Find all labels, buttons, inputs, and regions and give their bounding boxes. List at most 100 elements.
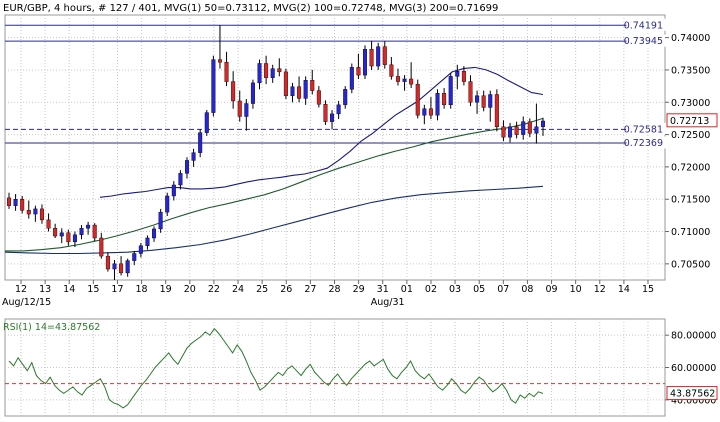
candle-body bbox=[6, 197, 11, 206]
header-period: 4 hours bbox=[54, 3, 92, 14]
candle-body bbox=[290, 86, 295, 96]
candle bbox=[494, 89, 499, 132]
candle-body bbox=[461, 71, 466, 82]
candle bbox=[455, 64, 460, 90]
candle-body bbox=[310, 80, 315, 91]
candle-body bbox=[46, 219, 51, 229]
candle bbox=[270, 64, 275, 83]
candle bbox=[409, 62, 414, 89]
time-tick-label: 26 bbox=[280, 284, 292, 295]
candle bbox=[534, 103, 539, 144]
candle bbox=[376, 42, 381, 70]
time-tick-label: 01 bbox=[401, 284, 413, 295]
time-tick-label: 08 bbox=[521, 284, 533, 295]
candle-body bbox=[171, 184, 176, 197]
rsi-last-box bbox=[666, 386, 718, 401]
candle bbox=[277, 58, 282, 77]
time-tick-label: 05 bbox=[473, 284, 485, 295]
candle-body bbox=[26, 209, 31, 215]
candle-body bbox=[204, 112, 209, 133]
candle bbox=[330, 110, 335, 130]
time-tick-label: 12 bbox=[594, 284, 606, 295]
candle-body bbox=[349, 67, 354, 90]
candle-body bbox=[422, 108, 427, 116]
candle bbox=[323, 100, 328, 125]
candle-body bbox=[508, 126, 513, 138]
time-tick-label: 18 bbox=[136, 284, 148, 295]
candle bbox=[508, 122, 513, 143]
candle bbox=[415, 79, 420, 119]
level-label: 0.72581 bbox=[624, 124, 663, 135]
candle-body bbox=[514, 126, 519, 135]
header-bars: # 127 / 401 bbox=[98, 3, 157, 14]
candle-body bbox=[297, 86, 302, 99]
candle bbox=[541, 117, 546, 136]
candle bbox=[422, 104, 427, 125]
ma-line bbox=[4, 185, 544, 255]
candle-body bbox=[382, 46, 387, 65]
candle bbox=[290, 82, 295, 103]
candle-body bbox=[39, 208, 44, 221]
candle-body bbox=[145, 237, 150, 246]
candle bbox=[72, 231, 77, 248]
time-tick-label: 02 bbox=[425, 284, 437, 295]
time-tick-label: 14 bbox=[63, 284, 75, 295]
candle bbox=[250, 79, 255, 109]
candle-body bbox=[389, 64, 394, 77]
candle bbox=[237, 90, 242, 122]
candle-body bbox=[33, 208, 38, 215]
candle-body bbox=[283, 71, 288, 96]
candle bbox=[402, 75, 407, 91]
candle-body bbox=[541, 120, 546, 128]
rsi-last-label: 43.87562 bbox=[670, 389, 715, 400]
candle-body bbox=[428, 108, 433, 116]
candle-body bbox=[99, 237, 104, 257]
candle bbox=[283, 68, 288, 100]
time-tick-label: 31 bbox=[377, 284, 389, 295]
candle-body bbox=[86, 224, 91, 229]
last-price-box bbox=[666, 113, 718, 128]
candle-body bbox=[468, 81, 473, 103]
candle-body bbox=[211, 59, 216, 113]
candle bbox=[152, 226, 157, 242]
candle bbox=[224, 51, 229, 87]
candle-body bbox=[138, 245, 143, 254]
candle bbox=[382, 41, 387, 69]
candle-body bbox=[191, 152, 196, 161]
time-tick-label: 19 bbox=[160, 284, 172, 295]
candle bbox=[171, 181, 176, 201]
header-symbol: EUR/GBP bbox=[3, 3, 48, 14]
candle-body bbox=[356, 67, 361, 76]
candle-body bbox=[20, 199, 25, 211]
candle-body bbox=[250, 82, 255, 104]
time-tick-label: 29 bbox=[353, 284, 365, 295]
candle bbox=[310, 69, 315, 95]
candle-body bbox=[435, 93, 440, 116]
date-label: Aug/31 bbox=[371, 297, 405, 308]
candle-body bbox=[395, 76, 400, 82]
rsi-tick-label: 40.00000 bbox=[671, 395, 716, 406]
candle-body bbox=[448, 76, 453, 106]
candle bbox=[343, 86, 348, 109]
candle-body bbox=[481, 95, 486, 108]
candle bbox=[481, 90, 486, 112]
candle bbox=[204, 110, 209, 136]
candle-body bbox=[66, 232, 71, 243]
rsi-label: RSI(1) 14=43.87562 bbox=[3, 322, 100, 333]
candle bbox=[165, 192, 170, 217]
candle-body bbox=[534, 126, 539, 134]
candle-body bbox=[323, 103, 328, 122]
rsi-series bbox=[8, 327, 544, 409]
ma-line bbox=[5, 117, 544, 252]
candle-body bbox=[72, 234, 77, 243]
candle bbox=[369, 40, 374, 70]
candle-body bbox=[184, 160, 189, 174]
candle-body bbox=[363, 49, 368, 76]
rsi-line bbox=[8, 327, 544, 409]
price-tick-label: 0.71500 bbox=[671, 195, 710, 206]
candle bbox=[336, 100, 341, 120]
candle bbox=[20, 195, 25, 214]
time-tick-label: 15 bbox=[87, 284, 99, 295]
candle-body bbox=[415, 83, 420, 116]
